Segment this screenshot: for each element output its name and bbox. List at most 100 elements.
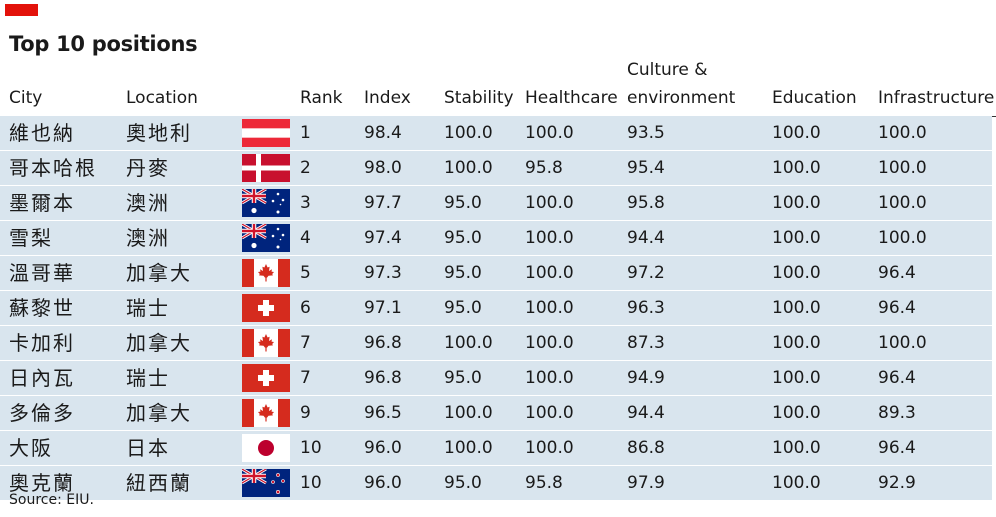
cell-city: 大阪: [9, 436, 53, 460]
cell-location: 奧地利: [126, 121, 192, 145]
canada-flag-icon: [242, 329, 290, 357]
cell-location: 加拿大: [126, 261, 192, 285]
cell-culture: 94.4: [627, 403, 665, 423]
cell-stability: 95.0: [444, 298, 482, 318]
cell-city: 蘇黎世: [9, 296, 75, 320]
table-row: 大阪 日本 10 96.0 100.0 100.0 86.8 100.0 96.4: [0, 431, 992, 466]
table-row: 日內瓦 瑞士 7 96.8 95.0 100.0 94.9 100.0 96.4: [0, 361, 992, 396]
cell-rank: 2: [300, 158, 311, 178]
cell-culture: 94.4: [627, 228, 665, 248]
cell-education: 100.0: [772, 298, 821, 318]
cell-rank: 5: [300, 263, 311, 283]
cell-rank: 3: [300, 193, 311, 213]
header-rank: Rank: [300, 88, 343, 108]
cell-infrastructure: 96.4: [878, 298, 916, 318]
cell-infrastructure: 96.4: [878, 263, 916, 283]
cell-stability: 95.0: [444, 263, 482, 283]
cell-stability: 95.0: [444, 473, 482, 493]
table-row: 墨爾本 澳洲 3 97.7 95.0 100.0 95.8 100.0 100.0: [0, 186, 992, 221]
cell-city: 維也納: [9, 121, 75, 145]
cell-education: 100.0: [772, 333, 821, 353]
cell-city: 多倫多: [9, 401, 75, 425]
cell-healthcare: 100.0: [525, 403, 574, 423]
cell-rank: 10: [300, 438, 322, 458]
cell-culture: 97.9: [627, 473, 665, 493]
cell-healthcare: 95.8: [525, 158, 563, 178]
cell-stability: 100.0: [444, 438, 493, 458]
cell-education: 100.0: [772, 368, 821, 388]
cell-education: 100.0: [772, 158, 821, 178]
cell-culture: 94.9: [627, 368, 665, 388]
austria-flag-icon: [242, 119, 290, 147]
cell-rank: 6: [300, 298, 311, 318]
cell-healthcare: 95.8: [525, 473, 563, 493]
cell-education: 100.0: [772, 123, 821, 143]
cell-education: 100.0: [772, 228, 821, 248]
cell-city: 哥本哈根: [9, 156, 97, 180]
chart-title: Top 10 positions: [9, 32, 198, 56]
japan-flag-icon: [242, 434, 290, 462]
table-row: 卡加利 加拿大 7 96.8 100.0 100.0 87.3 100.0 100.0: [0, 326, 992, 361]
cell-rank: 1: [300, 123, 311, 143]
canada-flag-icon: [242, 399, 290, 427]
cell-rank: 7: [300, 368, 311, 388]
cell-healthcare: 100.0: [525, 298, 574, 318]
cell-location: 加拿大: [126, 401, 192, 425]
header-education: Education: [772, 88, 857, 108]
cell-city: 雪梨: [9, 226, 53, 250]
cell-healthcare: 100.0: [525, 123, 574, 143]
cell-healthcare: 100.0: [525, 193, 574, 213]
cell-location: 日本: [126, 436, 170, 460]
cell-location: 加拿大: [126, 331, 192, 355]
cell-rank: 10: [300, 473, 322, 493]
cell-culture: 86.8: [627, 438, 665, 458]
cell-infrastructure: 89.3: [878, 403, 916, 423]
cell-culture: 96.3: [627, 298, 665, 318]
table-body: 維也納 奧地利 1 98.4 100.0 100.0 93.5 100.0 100.0 哥本哈根 丹…: [0, 116, 992, 501]
cell-location: 澳洲: [126, 191, 170, 215]
cell-culture: 97.2: [627, 263, 665, 283]
denmark-flag-icon: [242, 154, 290, 182]
cell-healthcare: 100.0: [525, 368, 574, 388]
cell-index: 96.8: [364, 368, 402, 388]
cell-stability: 95.0: [444, 368, 482, 388]
cell-index: 96.0: [364, 473, 402, 493]
cell-education: 100.0: [772, 263, 821, 283]
cell-infrastructure: 96.4: [878, 438, 916, 458]
australia-flag-icon: [242, 224, 290, 252]
header-city: City: [9, 88, 43, 108]
cell-index: 98.4: [364, 123, 402, 143]
header-location: Location: [126, 88, 198, 108]
cell-stability: 95.0: [444, 193, 482, 213]
cell-culture: 87.3: [627, 333, 665, 353]
cell-index: 97.4: [364, 228, 402, 248]
cell-index: 97.1: [364, 298, 402, 318]
cell-index: 97.3: [364, 263, 402, 283]
table-row: 溫哥華 加拿大 5 97.3 95.0 100.0 97.2 100.0 96.4: [0, 256, 992, 291]
table-row: 雪梨 澳洲 4 97.4 95.0 100.0 94.4 100.0 100.0: [0, 221, 992, 256]
cell-rank: 4: [300, 228, 311, 248]
header-culture-line2: environment: [627, 88, 736, 108]
cell-education: 100.0: [772, 438, 821, 458]
header-stability: Stability: [444, 88, 514, 108]
table-row: 哥本哈根 丹麥 2 98.0 100.0 95.8 95.4 100.0 100.0: [0, 151, 992, 186]
cell-education: 100.0: [772, 193, 821, 213]
cell-city: 溫哥華: [9, 261, 75, 285]
cell-location: 丹麥: [126, 156, 170, 180]
cell-healthcare: 100.0: [525, 438, 574, 458]
cell-city: 日內瓦: [9, 366, 75, 390]
cell-stability: 100.0: [444, 403, 493, 423]
table-row: 奧克蘭 紐西蘭 10 96.0 95.0 95.8 97.9 100.0 92.9: [0, 466, 992, 501]
source-note: Source: EIU.: [9, 492, 94, 508]
cell-education: 100.0: [772, 473, 821, 493]
header-index: Index: [364, 88, 411, 108]
cell-infrastructure: 96.4: [878, 368, 916, 388]
cell-stability: 100.0: [444, 333, 493, 353]
cell-infrastructure: 100.0: [878, 333, 927, 353]
cell-stability: 100.0: [444, 123, 493, 143]
cell-culture: 95.4: [627, 158, 665, 178]
cell-infrastructure: 100.0: [878, 228, 927, 248]
cell-infrastructure: 100.0: [878, 158, 927, 178]
cell-location: 澳洲: [126, 226, 170, 250]
cell-education: 100.0: [772, 403, 821, 423]
